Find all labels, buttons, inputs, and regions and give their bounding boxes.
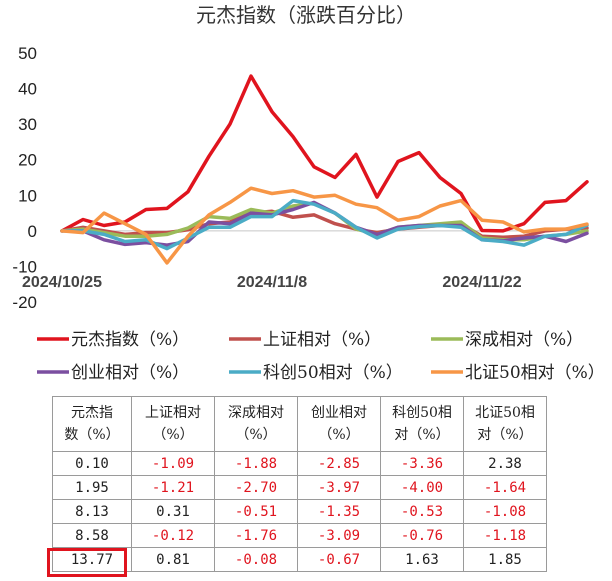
table-header-text: 科创50相: [392, 405, 452, 421]
y-tick-label: -10: [12, 257, 37, 276]
y-tick-label: 50: [18, 44, 37, 63]
table-cell: 1.63: [380, 547, 464, 572]
legend-label: 科创50相对（%）: [263, 363, 403, 383]
table-cell: -0.12: [131, 523, 215, 548]
table-cell: -4.00: [380, 475, 464, 500]
table-header-cell: 北证50相对（%）: [463, 396, 547, 452]
series-line: [60, 186, 589, 265]
table-header-text: 数（%）: [64, 427, 120, 443]
highlight-box: [47, 548, 127, 577]
table-cell: -2.70: [214, 475, 298, 500]
table-header-text: 元杰指: [71, 405, 113, 421]
table-cell: -1.18: [463, 523, 547, 548]
table-cell: -0.67: [297, 547, 381, 572]
table-header-text: 深成相对: [228, 405, 284, 421]
series-line: [60, 74, 589, 233]
legend-label: 北证50相对（%）: [465, 363, 605, 383]
x-tick-label: 2024/11/22: [442, 274, 521, 291]
legend-label: 创业相对（%）: [71, 363, 189, 383]
table-row: 8.58 -0.12 -1.76 -3.09 -0.76 -1.18: [52, 523, 547, 548]
legend-label: 元杰指数（%）: [71, 330, 189, 350]
table-cell: -0.76: [380, 523, 464, 548]
series-line: [60, 209, 589, 240]
y-tick-label: 40: [18, 80, 37, 99]
y-tick-label: 20: [18, 151, 37, 170]
line-chart: 元杰指数（涨跌百分比） -20 -10 0 10 20 30 40 50 2024/10/25…: [12, 3, 605, 383]
legend-label: 深成相对（%）: [465, 330, 583, 350]
table-row: 0.10 -1.09 -1.88 -2.85 -3.36 2.38: [52, 451, 547, 476]
table-cell: -1.88: [214, 451, 298, 476]
table-cell: -1.76: [214, 523, 298, 548]
table-header-cell: 元杰指数（%）: [52, 396, 132, 452]
y-tick-label: 0: [28, 222, 37, 241]
table-row: 8.13 0.31 -0.51 -1.35 -0.53 -1.08: [52, 499, 547, 524]
table-cell: -0.51: [214, 499, 298, 524]
table-cell: -3.36: [380, 451, 464, 476]
x-tick-label: 2024/11/8: [237, 274, 307, 291]
y-tick-label: -20: [12, 293, 37, 312]
table-cell: 1.85: [463, 547, 547, 572]
table-header-text: 创业相对: [311, 405, 367, 421]
table-cell: -1.08: [463, 499, 547, 524]
table-header-text: 上证相对: [145, 405, 201, 421]
table-cell: -0.53: [380, 499, 464, 524]
table-header-text: （%）: [318, 427, 360, 443]
y-tick-label: 30: [18, 115, 37, 134]
table-header-row: 元杰指 数（%） 上证相对 （%） 深成相对 （%） 创业相对 （%） 科创50相 对（%） 北证5…: [52, 396, 547, 452]
table-cell: 0.81: [131, 547, 215, 572]
table-header-cell: 深成相对 （%）: [214, 396, 298, 452]
table-cell: -1.35: [297, 499, 381, 524]
table-header-text: 对（%）: [394, 427, 450, 443]
table-cell: -2.85: [297, 451, 381, 476]
table-header-text: （%）: [235, 427, 277, 443]
table-cell: -3.97: [297, 475, 381, 500]
table-cell: 1.95: [52, 475, 132, 500]
table-cell: 8.13: [52, 499, 132, 524]
chart-title: 元杰指数（涨跌百分比）: [196, 3, 416, 27]
table-cell: -1.64: [463, 475, 547, 500]
data-table: 元杰指 数（%） 上证相对 （%） 深成相对 （%） 创业相对 （%） 科创50相 对（%） 北证5…: [52, 396, 547, 572]
table-header-cell: 创业相对 （%）: [297, 396, 381, 452]
table-cell: 2.38: [463, 451, 547, 476]
table-header-cell: 科创50相对（%）: [380, 396, 464, 452]
table-cell: 0.10: [52, 451, 132, 476]
table-cell: -1.09: [131, 451, 215, 476]
table-header-text: 北证50相: [475, 405, 535, 421]
y-tick-label: 10: [18, 186, 37, 205]
table-header-cell: 上证相对 （%）: [131, 396, 215, 452]
table-cell: -0.08: [214, 547, 298, 572]
table-row: 1.95 -1.21 -2.70 -3.97 -4.00 -1.64: [52, 475, 547, 500]
table-cell: 8.58: [52, 523, 132, 548]
table-header-text: 对（%）: [477, 427, 533, 443]
table-cell: -1.21: [131, 475, 215, 500]
legend-label: 上证相对（%）: [263, 330, 381, 350]
x-tick-label: 2024/10/25: [22, 274, 102, 291]
table-header-text: （%）: [152, 427, 194, 443]
table-cell: 0.31: [131, 499, 215, 524]
table-cell: -3.09: [297, 523, 381, 548]
